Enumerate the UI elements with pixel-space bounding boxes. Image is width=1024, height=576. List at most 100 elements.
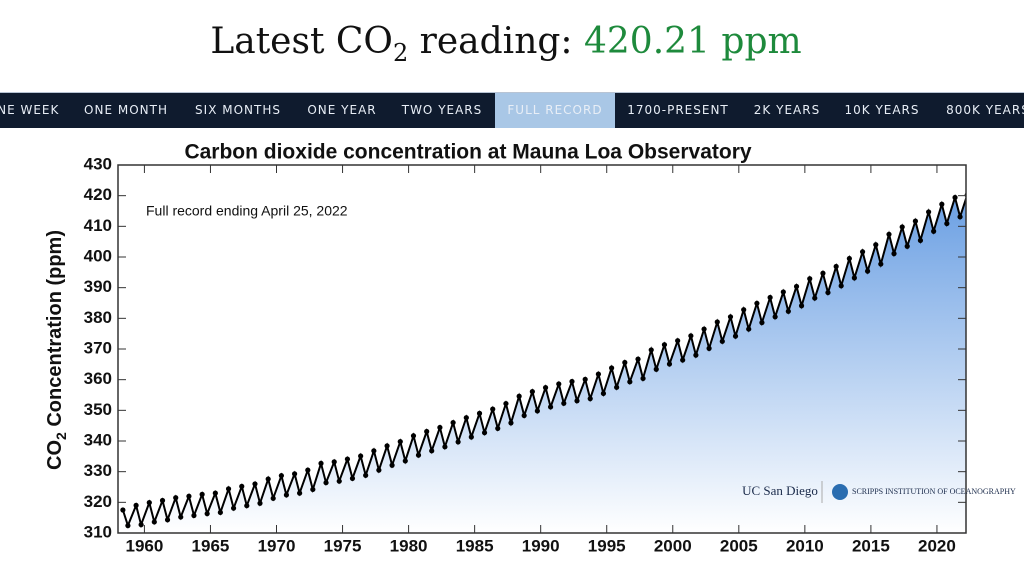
point — [278, 473, 284, 479]
x-tick-label: 1985 — [456, 536, 494, 555]
y-label-prefix: CO — [44, 440, 66, 470]
point — [508, 420, 514, 426]
y-label-subscript: 2 — [53, 432, 69, 440]
header-suffix: reading: — [408, 21, 584, 62]
point — [310, 486, 316, 493]
point — [244, 503, 250, 509]
point — [212, 490, 218, 496]
point — [283, 492, 290, 498]
point — [173, 495, 179, 501]
point — [191, 512, 197, 519]
point — [793, 283, 800, 290]
x-tick-label: 1980 — [390, 536, 428, 555]
point — [410, 433, 417, 439]
y-tick-label: 330 — [84, 461, 112, 480]
point — [587, 396, 593, 402]
logo-scripps: SCRIPPS INSTITUTION OF OCEANOGRAPHY — [852, 487, 1016, 496]
point — [521, 412, 527, 419]
point — [627, 379, 633, 385]
point — [873, 242, 879, 248]
point — [225, 486, 232, 492]
point — [886, 231, 892, 237]
point — [415, 452, 422, 458]
point — [635, 356, 641, 362]
point — [680, 357, 686, 363]
y-tick-label: 390 — [84, 277, 112, 296]
point — [952, 194, 958, 201]
point — [547, 404, 554, 410]
annotation: Full record ending April 25, 2022 — [146, 203, 348, 219]
point — [178, 514, 184, 520]
point — [490, 406, 496, 412]
point — [503, 400, 509, 407]
point — [851, 275, 857, 281]
nav-tab[interactable]: FULL RECORD — [507, 103, 602, 117]
y-tick-label: 310 — [84, 522, 112, 541]
point — [820, 270, 826, 276]
point — [864, 268, 871, 274]
point — [569, 378, 575, 385]
nav-tab[interactable]: TWO YEARS — [401, 103, 483, 117]
point — [529, 389, 535, 395]
point — [455, 439, 461, 445]
x-tick-label: 2020 — [918, 536, 956, 555]
point — [825, 289, 831, 296]
point — [785, 308, 791, 314]
logo-icon — [832, 484, 848, 500]
nav-tab[interactable]: SIX MONTHS — [195, 103, 281, 117]
point — [746, 326, 752, 332]
point — [727, 314, 734, 320]
header: Latest CO2 reading: 420.21 ppm — [210, 21, 801, 67]
point — [120, 507, 126, 513]
point — [429, 448, 435, 454]
point — [609, 365, 615, 371]
point — [878, 261, 884, 267]
nav-tab[interactable]: ONE YEAR — [307, 103, 376, 117]
point — [164, 517, 171, 523]
nav-tab[interactable]: ONE MONTH — [84, 103, 168, 117]
nav-tab[interactable]: 2K YEARS — [754, 103, 820, 117]
point — [133, 502, 139, 508]
y-tick-label: 400 — [84, 246, 112, 265]
area — [122, 197, 966, 533]
point — [688, 333, 694, 339]
point — [424, 428, 430, 435]
point — [595, 371, 602, 377]
point — [217, 509, 223, 516]
point — [186, 493, 192, 499]
nav-tab[interactable]: 800K YEARS — [946, 103, 1024, 117]
point — [574, 398, 580, 404]
point — [495, 425, 501, 432]
x-tick-label: 1965 — [192, 536, 230, 555]
point — [561, 400, 567, 406]
y-label-suffix: Concentration (ppm) — [44, 230, 66, 432]
point — [371, 448, 377, 454]
nav-tab[interactable]: 10K YEARS — [844, 103, 919, 117]
point — [397, 439, 403, 445]
chart-title: Carbon dioxide concentration at Mauna Lo… — [184, 141, 751, 164]
x-tick-label: 1970 — [258, 536, 296, 555]
point — [437, 424, 443, 431]
point — [402, 458, 408, 464]
point — [833, 263, 839, 270]
point — [542, 385, 549, 391]
point — [754, 300, 760, 306]
point — [661, 342, 668, 348]
nav-tab[interactable]: 1700-PRESENT — [627, 103, 729, 117]
point — [257, 500, 263, 506]
point — [292, 471, 298, 477]
point — [331, 459, 337, 465]
point — [358, 453, 364, 459]
point — [151, 519, 157, 525]
point — [653, 366, 659, 372]
point — [732, 333, 739, 339]
point — [239, 483, 245, 489]
point — [389, 462, 395, 468]
point — [204, 511, 210, 517]
point — [891, 251, 897, 257]
point — [939, 201, 945, 207]
x-tick-label: 2015 — [852, 536, 890, 555]
point — [463, 415, 469, 421]
point — [146, 500, 152, 506]
nav-tab[interactable]: ONE WEEK — [0, 103, 59, 117]
